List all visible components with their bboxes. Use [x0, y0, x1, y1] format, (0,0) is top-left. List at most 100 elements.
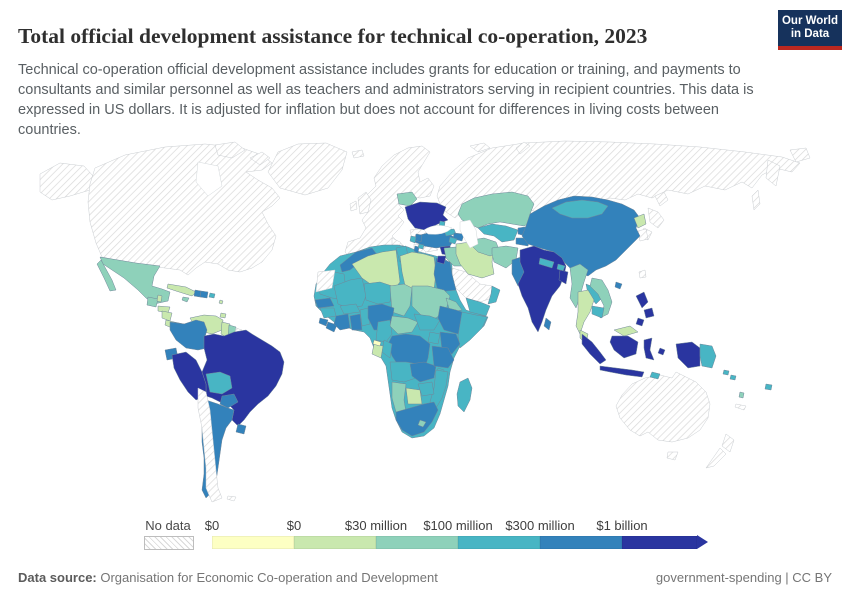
region-cambodia[interactable] [591, 305, 605, 319]
legend-bin-1[interactable] [294, 536, 376, 549]
region-central-african-republic[interactable] [389, 315, 419, 335]
region-guatemala[interactable] [146, 296, 159, 308]
region-yemen[interactable] [465, 297, 491, 317]
region-jordan[interactable] [436, 255, 447, 265]
region-alaska[interactable] [39, 162, 94, 201]
region-bangladesh[interactable] [558, 269, 569, 285]
region-tanzania[interactable] [431, 345, 455, 369]
region-nicaragua[interactable] [161, 310, 173, 322]
region-novaya-zemlya[interactable] [515, 141, 531, 155]
region-burkina-faso[interactable] [339, 303, 361, 315]
region-ireland[interactable] [349, 200, 358, 212]
owid-logo[interactable]: Our World in Data [778, 10, 842, 50]
region-chile[interactable] [197, 387, 223, 503]
region-japan-c[interactable] [647, 207, 665, 229]
region-fiji[interactable] [764, 383, 773, 391]
region-puerto-rico[interactable] [208, 292, 216, 299]
region-equatorial-guinea[interactable] [372, 339, 382, 347]
region-somalia[interactable] [457, 311, 488, 349]
region-vanuatu[interactable] [738, 391, 745, 399]
region-hainan[interactable] [614, 281, 623, 290]
region-belize[interactable] [156, 294, 163, 303]
region-falklands[interactable] [226, 495, 237, 502]
region-cameroon[interactable] [375, 319, 393, 343]
region-philippines-s[interactable] [635, 317, 645, 327]
region-uruguay[interactable] [235, 423, 247, 435]
region-kamchatka[interactable] [765, 159, 781, 187]
region-zimbabwe[interactable] [417, 381, 435, 397]
region-belarus[interactable] [396, 191, 418, 207]
region-sakhalin[interactable] [751, 189, 761, 211]
region-new-zealand-n[interactable] [721, 433, 735, 453]
region-vietnam[interactable] [589, 277, 613, 319]
region-baja[interactable] [96, 259, 117, 292]
legend-bin-5[interactable] [622, 536, 697, 549]
region-south-korea[interactable] [637, 228, 649, 242]
region-sierra-leone[interactable] [318, 317, 329, 327]
legend-bin-2[interactable] [376, 536, 458, 549]
legend-color-bar[interactable] [212, 536, 697, 549]
region-paraguay[interactable] [219, 393, 239, 409]
region-svalbard[interactable] [469, 142, 491, 153]
region-nepal[interactable] [538, 257, 555, 269]
region-uzbekistan[interactable] [477, 223, 519, 243]
region-lesotho[interactable] [417, 419, 427, 428]
region-albania[interactable] [413, 245, 420, 254]
region-canada-usa[interactable] [87, 143, 281, 276]
region-solomon-1[interactable] [722, 369, 730, 376]
region-west-papua[interactable] [675, 341, 701, 369]
region-mali[interactable] [333, 277, 367, 309]
region-malaysia-borneo[interactable] [613, 325, 639, 337]
region-algeria[interactable] [351, 249, 401, 293]
region-thailand[interactable] [575, 289, 595, 335]
region-afghanistan[interactable] [491, 245, 519, 269]
region-botswana[interactable] [405, 387, 423, 405]
region-java[interactable] [599, 365, 645, 378]
region-uganda[interactable] [427, 331, 441, 345]
region-greenland[interactable] [267, 142, 348, 196]
region-sri-lanka[interactable] [543, 317, 552, 331]
region-philippines-n[interactable] [635, 291, 649, 309]
region-south-sudan[interactable] [413, 313, 441, 331]
region-ukraine[interactable] [404, 201, 449, 231]
region-philippines-c[interactable] [643, 307, 655, 319]
region-niger[interactable] [363, 281, 393, 305]
region-senegal[interactable] [314, 297, 335, 309]
region-mongolia[interactable] [551, 199, 609, 219]
region-uk[interactable] [357, 191, 372, 215]
region-colombia[interactable] [169, 319, 208, 351]
region-bolivia[interactable] [205, 371, 233, 395]
region-ghana[interactable] [349, 313, 363, 331]
region-iceland[interactable] [351, 149, 365, 159]
region-zambia[interactable] [409, 361, 437, 383]
region-australia[interactable] [615, 371, 711, 443]
region-new-caledonia[interactable] [734, 403, 747, 411]
region-jamaica[interactable] [181, 296, 190, 303]
legend-no-data-swatch[interactable] [144, 536, 194, 550]
region-china[interactable] [521, 195, 641, 277]
region-arctic-islands-1[interactable] [214, 141, 246, 159]
region-guinea[interactable] [319, 307, 337, 319]
legend-bin-4[interactable] [540, 536, 622, 549]
region-north-korea[interactable] [633, 213, 647, 229]
region-japan-n[interactable] [654, 191, 669, 207]
region-moluccas[interactable] [657, 347, 666, 356]
region-new-zealand-s[interactable] [705, 447, 727, 469]
region-sulawesi[interactable] [643, 337, 655, 361]
region-armenia[interactable] [448, 236, 458, 245]
region-gabon[interactable] [371, 343, 384, 359]
region-tasmania[interactable] [666, 451, 679, 461]
region-bosnia[interactable] [409, 235, 417, 244]
region-india[interactable] [517, 245, 567, 333]
region-chukotka[interactable] [789, 147, 811, 163]
legend-bin-3[interactable] [458, 536, 540, 549]
region-macedonia[interactable] [417, 243, 425, 250]
region-taiwan[interactable] [638, 269, 647, 279]
region-western-sahara[interactable] [315, 269, 336, 293]
region-ivory-coast[interactable] [333, 313, 351, 331]
region-arctic-islands-2[interactable] [249, 151, 271, 166]
region-trinidad[interactable] [219, 312, 227, 319]
region-madagascar[interactable] [456, 377, 473, 413]
region-solomon-2[interactable] [729, 374, 737, 381]
